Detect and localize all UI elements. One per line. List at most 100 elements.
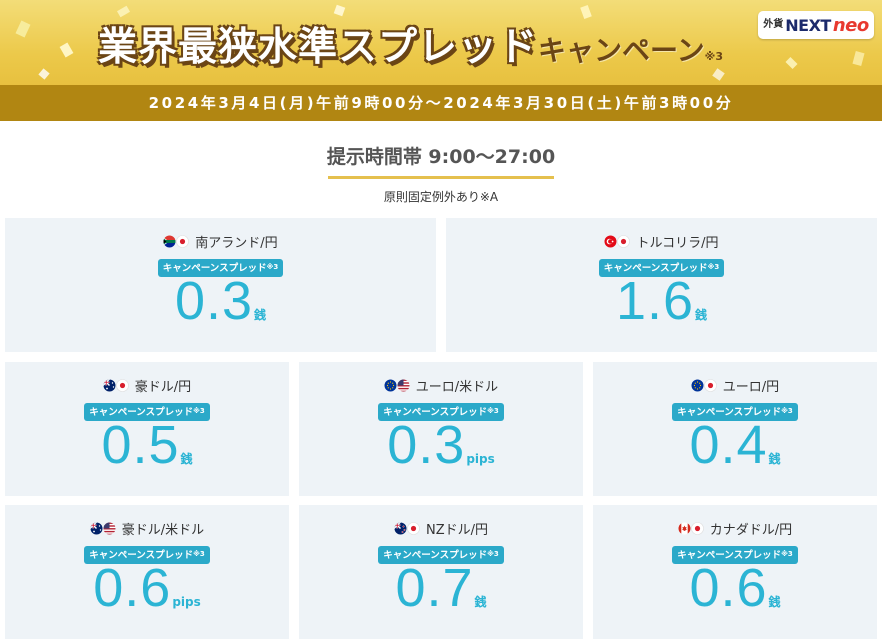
spread-value-row: 0.3pips xyxy=(299,414,583,476)
badge-note: ※3 xyxy=(193,550,205,558)
currency-flags xyxy=(394,522,420,535)
currency-pair-row: NZドル/円 xyxy=(299,519,583,538)
spread-card: NZドル/円 キャンペーンスプレッド※3 0.7銭 xyxy=(299,505,583,639)
spread-value: 0.4 xyxy=(689,415,768,475)
badge-label: キャンペーンスプレッド xyxy=(162,263,267,274)
badge-note: ※3 xyxy=(487,550,499,558)
spread-unit: 銭 xyxy=(254,308,267,322)
spread-unit: pips xyxy=(466,452,495,466)
spread-unit: 銭 xyxy=(474,595,487,609)
currency-pair-name: 豪ドル/米ドル xyxy=(121,523,205,538)
confetti-decoration xyxy=(785,56,798,70)
spread-unit: 銭 xyxy=(768,595,781,609)
currency-pair-row: トルコリラ/円 xyxy=(446,232,877,251)
currency-flags xyxy=(678,522,704,535)
campaign-spread-badge: キャンペーンスプレッド※3 xyxy=(84,546,210,564)
japan-flag-icon xyxy=(690,522,704,535)
currency-pair-row: 南アランド/円 xyxy=(5,232,436,251)
spread-card: カナダドル/円キャンペーンスプレッド※3 0.6銭 xyxy=(593,505,877,639)
spread-value-row: 0.5銭 xyxy=(5,414,289,476)
spread-value-row: 0.6銭 xyxy=(593,557,877,619)
heading-underline xyxy=(328,176,554,179)
spread-unit: 銭 xyxy=(695,308,708,322)
australia-flag-icon xyxy=(90,522,103,535)
campaign-spread-badge: キャンペーンスプレッド※3 xyxy=(84,403,210,421)
banner-title-note: ※3 xyxy=(704,50,723,63)
new-zealand-flag-icon xyxy=(394,522,407,535)
currency-pair-row: ユーロ/米ドル xyxy=(299,376,583,395)
spread-value: 1.6 xyxy=(615,271,695,331)
spread-card: 南アランド/円 キャンペーンスプレッド※3 0.3銭 xyxy=(5,218,436,352)
currency-flags xyxy=(163,235,190,248)
confetti-decoration xyxy=(852,51,865,66)
campaign-spread-badge: キャンペーンスプレッド※3 xyxy=(378,546,504,564)
badge-wrap: キャンペーンスプレッド※3 xyxy=(593,400,877,421)
banner-title: 業界最狭水準スプレッドキャンペーン※3 xyxy=(98,16,723,76)
badge-note: ※3 xyxy=(266,263,279,271)
eu-flag-icon xyxy=(691,379,704,392)
currency-flags xyxy=(103,379,129,392)
spread-card: トルコリラ/円 キャンペーンスプレッド※3 1.6銭 xyxy=(446,218,877,352)
exception-note: 原則固定例外あり※A xyxy=(383,190,499,204)
spread-value: 0.5 xyxy=(101,415,180,475)
japan-flag-icon xyxy=(115,379,129,392)
banner-title-main: 業界最狭水準スプレッド xyxy=(98,25,539,70)
currency-pair-name: カナダドル/円 xyxy=(709,523,793,538)
badge-label: キャンペーンスプレッド xyxy=(677,407,782,418)
campaign-banner: 業界最狭水準スプレッドキャンペーン※3 外貨 NEXT neo 2024年3月4… xyxy=(0,0,882,121)
currency-pair-name: トルコリラ/円 xyxy=(636,236,719,251)
spread-value-row: 0.3銭 xyxy=(5,270,436,332)
badge-label: キャンペーンスプレッド xyxy=(603,263,708,274)
currency-pair-name: ユーロ/米ドル xyxy=(415,380,499,395)
currency-flags xyxy=(384,379,410,392)
spread-card: 豪ドル/米ドルキャンペーンスプレッド※3 0.6pips xyxy=(5,505,289,639)
campaign-spread-badge: キャンペーンスプレッド※3 xyxy=(378,403,504,421)
confetti-decoration xyxy=(38,68,50,80)
spread-value: 0.3 xyxy=(387,415,466,475)
japan-flag-icon xyxy=(407,522,420,535)
currency-pair-row: 豪ドル/円 xyxy=(5,376,289,395)
badge-wrap: キャンペーンスプレッド※3 xyxy=(299,400,583,421)
turkey-flag-icon xyxy=(604,235,617,248)
currency-pair-row: ユーロ/円 xyxy=(593,376,877,395)
eu-flag-icon xyxy=(384,379,397,392)
currency-pair-name: 南アランド/円 xyxy=(195,236,278,251)
currency-flags xyxy=(90,522,116,535)
logo-neo-text: neo xyxy=(832,14,869,36)
spread-card: 豪ドル/円キャンペーンスプレッド※3 0.5銭 xyxy=(5,362,289,496)
spread-value: 0.3 xyxy=(174,271,254,331)
spread-value: 0.7 xyxy=(395,558,474,618)
usa-flag-icon xyxy=(397,379,410,392)
campaign-spread-badge: キャンペーンスプレッド※3 xyxy=(672,403,798,421)
currency-pair-name: ユーロ/円 xyxy=(722,380,780,395)
spread-card: ユーロ/米ドルキャンペーンスプレッド※3 0.3pips xyxy=(299,362,583,496)
campaign-period: 2024年3月4日(月)午前9時00分～2024年3月30日(土)午前3時00分 xyxy=(0,85,882,121)
spread-unit: 銭 xyxy=(768,452,781,466)
japan-flag-icon xyxy=(703,379,717,392)
currency-pair-row: カナダドル/円 xyxy=(593,519,877,538)
badge-note: ※3 xyxy=(781,407,793,415)
badge-wrap: キャンペーンスプレッド※3 xyxy=(5,543,289,564)
badge-note: ※3 xyxy=(487,407,499,415)
spread-value-row: 0.6pips xyxy=(5,557,289,619)
badge-label: キャンペーンスプレッド xyxy=(89,407,194,418)
australia-flag-icon xyxy=(103,379,116,392)
badge-note: ※3 xyxy=(193,407,205,415)
spread-value: 0.6 xyxy=(93,558,172,618)
badge-wrap: キャンペーンスプレッド※3 xyxy=(5,256,436,277)
spread-value-row: 0.4銭 xyxy=(593,414,877,476)
badge-label: キャンペーンスプレッド xyxy=(89,550,194,561)
badge-wrap: キャンペーンスプレッド※3 xyxy=(593,543,877,564)
logo-prefix: 外貨 xyxy=(763,19,784,30)
banner-title-sub: キャンペーン xyxy=(538,34,705,67)
japan-flag-icon xyxy=(176,235,190,248)
gaika-next-neo-logo: 外貨 NEXT neo xyxy=(758,11,874,39)
usa-flag-icon xyxy=(103,522,116,535)
confetti-decoration xyxy=(15,20,31,38)
confetti-decoration xyxy=(59,42,74,58)
canada-flag-icon xyxy=(678,522,691,535)
currency-pair-name: 豪ドル/円 xyxy=(134,380,192,395)
badge-wrap: キャンペーンスプレッド※3 xyxy=(5,400,289,421)
logo-next-text: NEXT xyxy=(785,15,831,35)
confetti-decoration xyxy=(333,4,346,17)
